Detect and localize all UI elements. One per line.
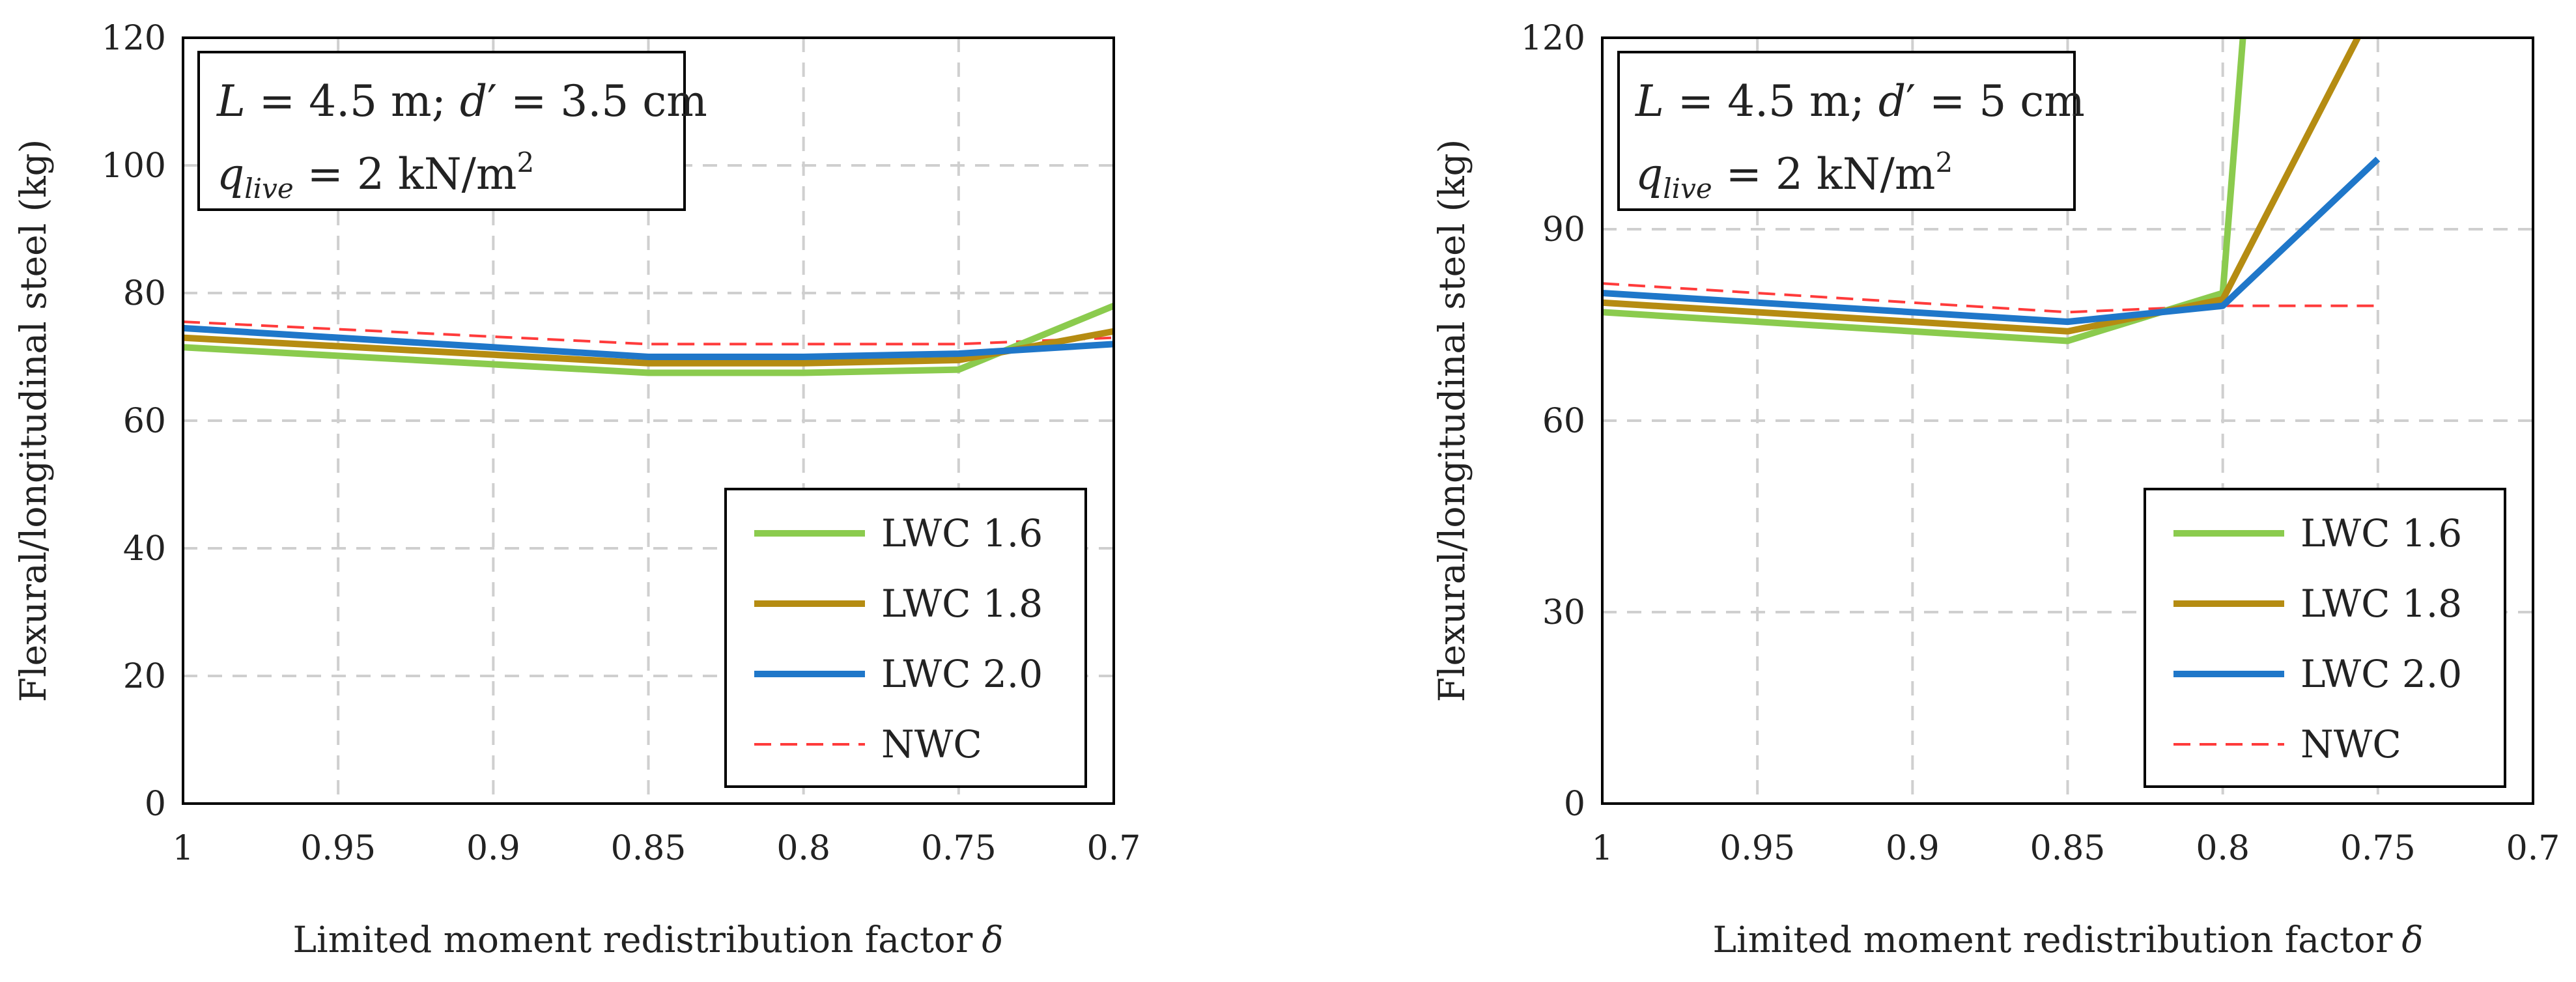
y-tick-label: 0 [145,785,166,824]
chart-right-annotation-box [1617,51,2076,211]
chart-left-x-axis-symbol: δ [982,919,1003,961]
chart-right-y-axis-title: Flexural/longitudinal steel (kg) [1431,139,1473,702]
chart-right-series [1602,38,2381,344]
legend-label: LWC 1.6 [2300,511,2462,555]
legend-label: LWC 1.8 [881,582,1043,626]
y-tick-label: 0 [1564,785,1585,824]
chart-left-annotation-line1: L = 4.5 m; d′ = 3.5 cm [216,76,707,126]
legend-label: LWC 1.6 [881,511,1043,555]
y-tick-label: 20 [123,657,166,696]
chart-left-x-axis-title-text: Limited moment redistribution factor [293,919,974,961]
chart-left-annotation: L = 4.5 m; d′ = 3.5 cm qlive = 2 kN/m2 [197,51,707,211]
x-tick-label: 0.85 [2030,829,2106,868]
chart-right-annotation-line2: qlive = 2 kN/m2 [1635,147,1953,204]
chart-right-x-axis-title: Limited moment redistribution factor δ [1713,919,2424,961]
chart-left-y-axis-title: Flexural/longitudinal steel (kg) [12,139,54,702]
chart-left-series [183,302,1114,376]
chart-right-legend-box [2144,488,2506,788]
chart-left-legend: LWC 1.6 LWC 1.8 LWC 2.0 NWC [724,488,1087,788]
x-tick-label: 1 [1591,829,1613,868]
x-tick-label: 0.95 [1720,829,1795,868]
x-tick-label: 0.8 [2196,829,2250,868]
x-tick-label: 0.75 [921,829,997,868]
y-tick-label: 60 [1542,402,1585,441]
chart-right: 0 30 60 90 120 1 0.95 0.9 0.85 0.8 0.75 0.7 Flexur… [1431,19,2560,961]
chart-left-x-axis-title: Limited moment redistribution factor δ [293,919,1004,961]
legend-label: NWC [2300,722,2401,766]
series-line-lwc-2-0 [1602,156,2381,326]
chart-right-x-axis-title-text: Limited moment redistribution factor [1713,919,2394,961]
x-tick-label: 0.8 [776,829,830,868]
y-tick-label: 100 [102,147,166,186]
legend-label: LWC 2.0 [881,652,1043,696]
chart-left: 0 20 40 60 80 100 120 1 0.95 0.9 0.85 0.8 0.75 0.7 F… [12,19,1140,961]
x-tick-label: 0.7 [2506,829,2560,868]
y-tick-label: 60 [123,402,166,441]
x-tick-label: 0.75 [2340,829,2416,868]
x-tick-label: 1 [172,829,193,868]
chart-right-x-axis-symbol: δ [2401,919,2423,961]
y-tick-label: 30 [1542,593,1585,632]
chart-left-annotation-line2: qlive = 2 kN/m2 [217,147,534,204]
legend-label: LWC 2.0 [2300,652,2462,696]
x-tick-label: 0.7 [1087,829,1141,868]
chart-left-legend-box [724,488,1087,788]
x-tick-label: 0.85 [611,829,686,868]
chart-right-y-ticks: 0 30 60 90 120 [1521,19,1585,824]
chart-right-legend: LWC 1.6 LWC 1.8 LWC 2.0 NWC [2144,488,2506,788]
chart-left-x-ticks: 1 0.95 0.9 0.85 0.8 0.75 0.7 [172,829,1140,868]
y-tick-label: 40 [123,529,166,568]
y-tick-label: 90 [1542,210,1585,249]
series-line-lwc-2-0 [183,324,1114,360]
chart-left-y-ticks: 0 20 40 60 80 100 120 [102,19,166,824]
x-tick-label: 0.9 [466,829,520,868]
x-tick-label: 0.95 [300,829,376,868]
chart-right-x-ticks: 1 0.95 0.9 0.85 0.8 0.75 0.7 [1591,829,2560,868]
chart-left-annotation-box [197,51,686,211]
chart-left-plot-frame [182,36,1115,805]
chart-right-annotation: L = 4.5 m; d′ = 5 cm qlive = 2 kN/m2 [1617,51,2085,211]
chart-right-plot-frame [1601,36,2534,805]
x-tick-label: 0.9 [1886,829,1940,868]
y-tick-label: 120 [102,19,166,58]
legend-label: NWC [881,722,982,766]
y-tick-label: 80 [123,274,166,313]
legend-label: LWC 1.8 [2300,582,2462,626]
chart-right-annotation-line1: L = 4.5 m; d′ = 5 cm [1635,76,2085,126]
y-tick-label: 120 [1521,19,1585,58]
